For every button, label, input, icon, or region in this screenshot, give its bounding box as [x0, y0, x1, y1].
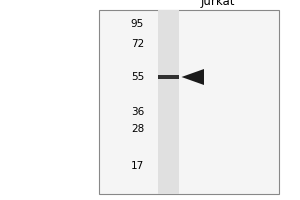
Text: 36: 36 — [131, 107, 144, 117]
Text: 72: 72 — [131, 39, 144, 49]
FancyBboxPatch shape — [158, 75, 178, 79]
Polygon shape — [182, 69, 204, 85]
FancyBboxPatch shape — [158, 10, 178, 194]
Text: Jurkat: Jurkat — [200, 0, 235, 8]
Text: 17: 17 — [131, 161, 144, 171]
FancyBboxPatch shape — [99, 10, 279, 194]
Text: 55: 55 — [131, 72, 144, 82]
Text: 95: 95 — [131, 19, 144, 29]
Text: 28: 28 — [131, 124, 144, 134]
